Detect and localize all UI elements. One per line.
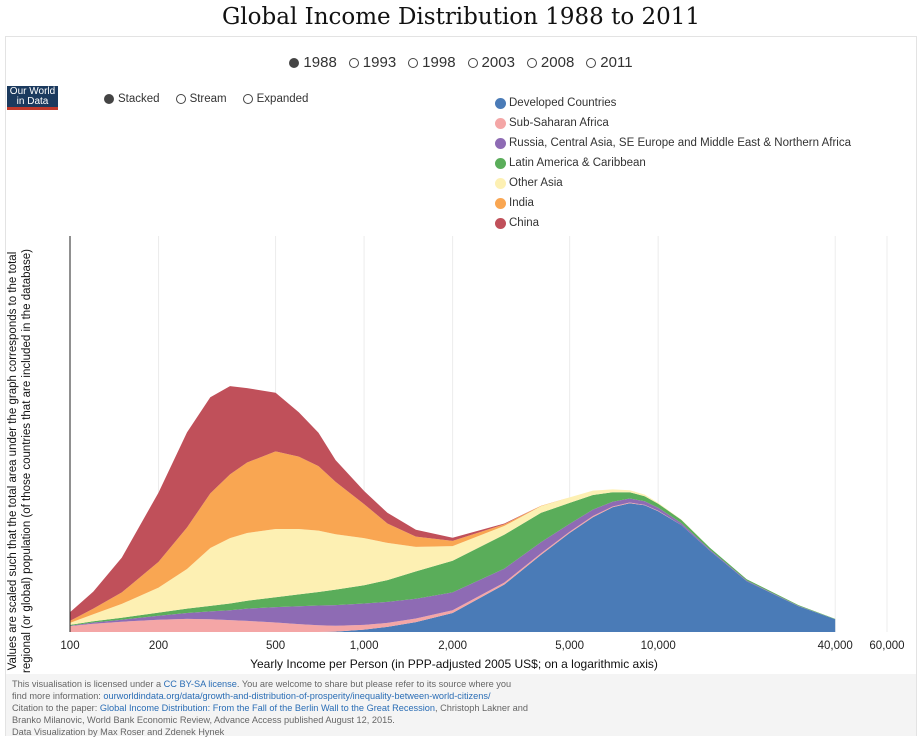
radio-icon [586, 57, 597, 68]
year-label: 2011 [600, 54, 633, 71]
mode-label: Expanded [256, 93, 309, 105]
legend-item[interactable]: Developed Countries [495, 93, 851, 113]
logo-line-1: Our World [9, 86, 56, 97]
year-option-1998[interactable]: 1998 [408, 54, 456, 71]
legend-item[interactable]: Other Asia [495, 173, 851, 193]
year-label: 2003 [481, 54, 515, 71]
area-series-4 [70, 489, 836, 625]
citation-link[interactable]: Global Income Distribution: From the Fal… [99, 703, 436, 713]
area-series-2 [70, 498, 836, 627]
legend-item[interactable]: India [495, 193, 851, 213]
legend-swatch [495, 137, 506, 149]
radio-icon [526, 57, 537, 68]
legend-label: Sub-Saharan Africa [509, 117, 609, 129]
legend-label: China [509, 217, 540, 229]
radio-icon [175, 94, 186, 104]
x-tick-label: 10,000 [641, 640, 676, 652]
year-label: 2008 [540, 54, 575, 71]
year-option-2011[interactable]: 2011 [586, 54, 633, 71]
legend-label: Russia, Central Asia, SE Europe and Midd… [509, 137, 851, 149]
radio-icon [104, 94, 114, 104]
radio-icon [467, 57, 478, 68]
more-info-line: find more information: ourworldindata.or… [12, 690, 910, 702]
mode-label: Stream [189, 93, 227, 105]
year-label: 1988 [303, 54, 337, 71]
more-info-text: find more information: [12, 691, 104, 701]
x-axis-label: Yearly Income per Person (in PPP-adjuste… [250, 657, 658, 671]
legend-swatch [495, 177, 506, 189]
x-tick-label: 100 [60, 640, 79, 652]
our-world-in-data-logo[interactable]: Our World in Data [7, 86, 58, 110]
legend-item[interactable]: Latin America & Caribbean [495, 153, 851, 173]
year-label: 1993 [362, 54, 397, 71]
radio-icon [289, 57, 300, 68]
x-tick-label: 5,000 [555, 640, 584, 652]
year-selector: 1988 1993 1998 2003 2008 2011 [0, 54, 922, 71]
mode-selector: Stacked Stream Expanded [104, 93, 308, 105]
legend-swatch [495, 217, 506, 229]
area-series-6 [70, 386, 836, 621]
legend-swatch [495, 197, 506, 209]
license-text: This visualisation is licensed under a [12, 679, 164, 689]
chart-title: Global Income Distribution 1988 to 2011 [221, 4, 701, 30]
license-text-post: . You are welcome to share but please re… [236, 679, 512, 689]
license-line: This visualisation is licensed under a C… [12, 678, 910, 690]
legend-label: Other Asia [509, 177, 563, 189]
area-series-0 [70, 503, 836, 632]
x-tick-label: 2,000 [438, 640, 467, 652]
year-option-2003[interactable]: 2003 [467, 54, 515, 71]
year-option-1988[interactable]: 1988 [289, 54, 337, 71]
citation-text-post: , Christoph Lakner and [435, 703, 528, 713]
more-info-link[interactable]: ourworldindata.org/data/growth-and-distr… [103, 691, 491, 701]
legend-label: Developed Countries [509, 97, 617, 109]
radio-icon [408, 57, 419, 68]
area-series-5 [70, 451, 836, 623]
x-tick-label: 60,000 [869, 640, 904, 652]
legend-swatch [495, 157, 506, 169]
logo-line-2: in Data [16, 96, 49, 107]
x-tick-label: 40,000 [818, 640, 853, 652]
citation-line: Citation to the paper: Global Income Dis… [12, 702, 910, 714]
year-option-1993[interactable]: 1993 [348, 54, 397, 71]
legend-item[interactable]: Russia, Central Asia, SE Europe and Midd… [495, 133, 851, 153]
mode-label: Stacked [118, 93, 160, 105]
radio-icon [348, 57, 359, 68]
legend-label: India [509, 197, 534, 209]
year-option-2008[interactable]: 2008 [526, 54, 575, 71]
mode-option-stream[interactable]: Stream [175, 93, 227, 105]
x-tick-label: 1,000 [350, 640, 379, 652]
legend-swatch [495, 97, 506, 109]
mode-option-expanded[interactable]: Expanded [242, 93, 309, 105]
footer: This visualisation is licensed under a C… [6, 674, 916, 737]
legend: Developed Countries Sub-Saharan Africa Rus… [495, 93, 851, 233]
x-tick-label: 500 [266, 640, 285, 652]
legend-label: Latin America & Caribbean [509, 157, 646, 169]
citation-line-2: Branko Milanovic, World Bank Economic Re… [12, 715, 395, 725]
chart-svg: 100 200 500 1,000 2,000 5,000 10,000 40,000 60,0… [60, 236, 905, 652]
license-link[interactable]: CC BY-SA license [163, 679, 237, 689]
legend-item[interactable]: China [495, 213, 851, 233]
x-tick-label: 200 [149, 640, 168, 652]
credits: Data Visualization by Max Roser and Zden… [12, 727, 225, 737]
mode-option-stacked[interactable]: Stacked [104, 93, 160, 105]
citation-text: Citation to the paper: [12, 703, 100, 713]
legend-item[interactable]: Sub-Saharan Africa [495, 113, 851, 133]
radio-icon [242, 94, 253, 104]
year-label: 1998 [422, 54, 456, 71]
legend-swatch [495, 117, 506, 129]
